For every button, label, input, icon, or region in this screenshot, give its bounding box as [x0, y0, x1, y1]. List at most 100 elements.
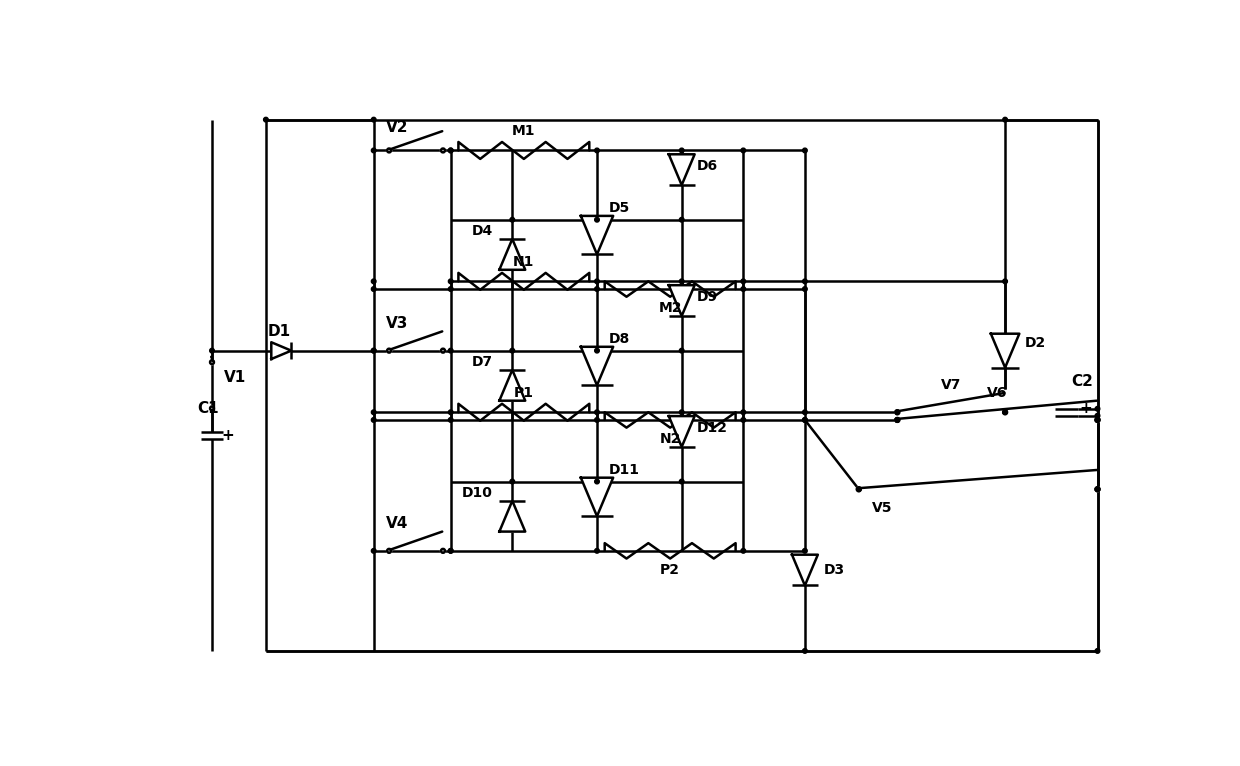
Text: +: + [221, 428, 234, 443]
Polygon shape [580, 216, 613, 254]
Circle shape [449, 148, 453, 152]
Circle shape [1003, 411, 1007, 414]
Polygon shape [668, 154, 694, 185]
Circle shape [1095, 417, 1100, 422]
Circle shape [449, 548, 453, 553]
Circle shape [595, 548, 599, 553]
Circle shape [895, 417, 899, 422]
Circle shape [1003, 410, 1007, 414]
Circle shape [802, 279, 807, 283]
Circle shape [372, 117, 376, 122]
Polygon shape [580, 478, 613, 516]
Circle shape [895, 418, 899, 422]
Text: D5: D5 [609, 201, 630, 215]
Circle shape [1095, 487, 1100, 492]
Circle shape [802, 548, 807, 553]
Text: N2: N2 [660, 432, 681, 446]
Circle shape [802, 417, 807, 422]
Text: D1: D1 [268, 324, 290, 339]
Text: D6: D6 [697, 159, 718, 173]
Circle shape [1003, 117, 1007, 122]
Circle shape [372, 286, 376, 291]
Text: V4: V4 [386, 516, 408, 532]
Circle shape [210, 407, 215, 411]
Circle shape [1095, 407, 1100, 411]
Polygon shape [272, 342, 291, 359]
Text: V5: V5 [872, 502, 892, 516]
Circle shape [802, 286, 807, 291]
Circle shape [372, 349, 376, 353]
Text: V3: V3 [386, 316, 408, 331]
Circle shape [680, 218, 684, 222]
Circle shape [372, 417, 376, 422]
Circle shape [441, 149, 445, 152]
Circle shape [680, 410, 684, 414]
Circle shape [449, 148, 453, 152]
Circle shape [449, 349, 453, 353]
Text: +: + [1080, 401, 1092, 416]
Circle shape [372, 548, 376, 553]
Circle shape [802, 148, 807, 152]
Circle shape [372, 148, 376, 152]
Polygon shape [500, 501, 526, 532]
Polygon shape [500, 239, 526, 270]
Circle shape [449, 548, 453, 553]
Circle shape [895, 411, 899, 414]
Circle shape [680, 480, 684, 484]
Circle shape [802, 417, 807, 422]
Circle shape [895, 410, 899, 414]
Text: V2: V2 [386, 119, 408, 135]
Polygon shape [991, 334, 1019, 368]
Circle shape [1095, 414, 1100, 418]
Text: N1: N1 [513, 255, 534, 269]
Circle shape [595, 349, 599, 353]
Circle shape [510, 349, 515, 353]
Text: D9: D9 [697, 290, 718, 304]
Polygon shape [580, 347, 613, 385]
Circle shape [210, 349, 215, 353]
Circle shape [595, 480, 599, 484]
Circle shape [680, 279, 684, 283]
Text: P2: P2 [660, 563, 681, 577]
Text: D4: D4 [471, 224, 494, 238]
Circle shape [372, 349, 376, 353]
Text: M1: M1 [512, 124, 536, 138]
Circle shape [742, 148, 745, 152]
Polygon shape [500, 370, 526, 401]
Circle shape [857, 487, 861, 491]
Circle shape [449, 417, 453, 422]
Circle shape [372, 279, 376, 283]
Circle shape [372, 410, 376, 414]
Circle shape [210, 360, 215, 364]
Circle shape [510, 218, 515, 222]
Circle shape [387, 549, 391, 553]
Text: D2: D2 [1024, 336, 1045, 350]
Circle shape [857, 487, 861, 492]
Circle shape [264, 117, 268, 122]
Circle shape [1096, 418, 1100, 422]
Circle shape [441, 549, 445, 553]
Circle shape [510, 480, 515, 484]
Text: C2: C2 [1071, 374, 1092, 389]
Circle shape [595, 148, 599, 152]
Circle shape [1095, 649, 1100, 653]
Circle shape [680, 349, 684, 353]
Text: P1: P1 [513, 386, 534, 400]
Text: D12: D12 [697, 421, 728, 434]
Circle shape [449, 279, 453, 283]
Circle shape [595, 279, 599, 283]
Polygon shape [668, 285, 694, 316]
Circle shape [441, 349, 445, 352]
Text: V1: V1 [224, 370, 247, 385]
Text: D10: D10 [463, 486, 494, 500]
Circle shape [1096, 487, 1100, 491]
Circle shape [387, 349, 391, 352]
Circle shape [802, 410, 807, 414]
Circle shape [595, 286, 599, 291]
Circle shape [802, 649, 807, 653]
Circle shape [1095, 487, 1100, 492]
Circle shape [1095, 417, 1100, 422]
Circle shape [387, 149, 391, 152]
Polygon shape [668, 416, 694, 447]
Text: V6: V6 [987, 386, 1008, 400]
